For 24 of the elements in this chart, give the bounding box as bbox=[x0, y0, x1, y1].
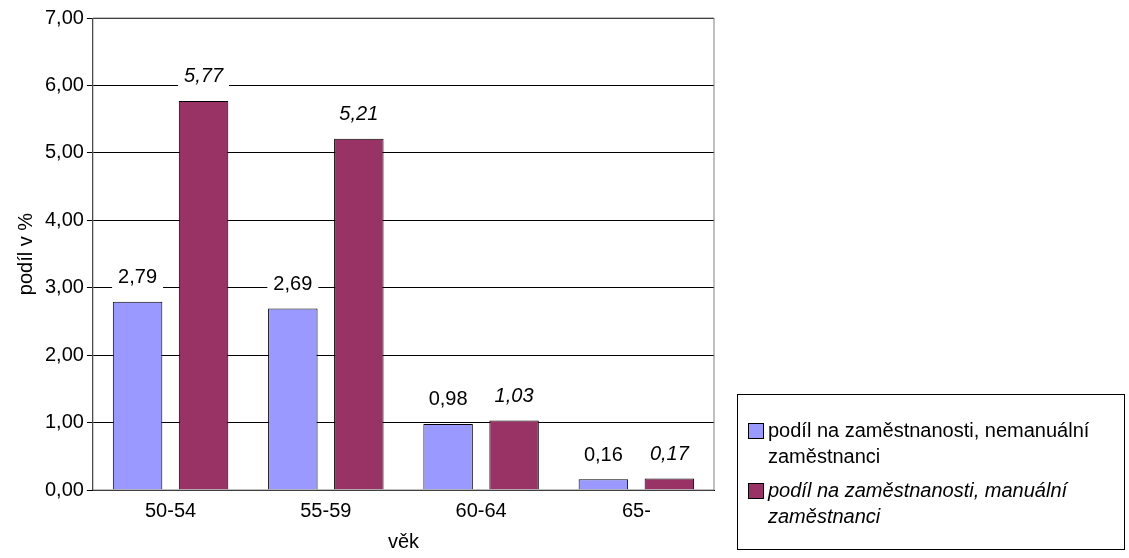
x-tick-label: 55-59 bbox=[300, 498, 352, 521]
x-tick-label: 60-64 bbox=[455, 498, 507, 521]
data-label: 0,16 bbox=[583, 442, 623, 465]
y-tick-label: 2,00 bbox=[44, 342, 84, 365]
y-tick-label: 4,00 bbox=[44, 207, 84, 230]
y-tick-label: 0,00 bbox=[44, 477, 84, 500]
data-label: 2,69 bbox=[273, 272, 313, 295]
legend-label: podíl na zaměstnanosti, manuální zaměstnanci bbox=[768, 478, 1070, 529]
y-tick-label: 3,00 bbox=[44, 275, 84, 298]
data-label: 0,17 bbox=[649, 442, 690, 465]
data-label: 5,21 bbox=[339, 102, 379, 125]
data-label: 5,77 bbox=[184, 64, 224, 87]
y-tick-label: 6,00 bbox=[44, 72, 84, 95]
x-tick-label: 50-54 bbox=[144, 498, 197, 521]
data-label: 0,98 bbox=[428, 387, 468, 410]
x-tick-label: 65- bbox=[621, 498, 651, 521]
data-label: 2,79 bbox=[118, 265, 158, 288]
y-tick-label: 5,00 bbox=[44, 140, 84, 163]
x-axis-title: věk bbox=[387, 529, 421, 552]
data-label: 1,03 bbox=[494, 384, 534, 407]
y-axis-title: podíl v % bbox=[13, 212, 36, 296]
y-tick-label: 7,00 bbox=[44, 5, 84, 28]
legend-label: podíl na zaměstnanosti, nemanuální zaměstnanci bbox=[768, 418, 1091, 469]
y-tick-label: 1,00 bbox=[44, 410, 84, 433]
